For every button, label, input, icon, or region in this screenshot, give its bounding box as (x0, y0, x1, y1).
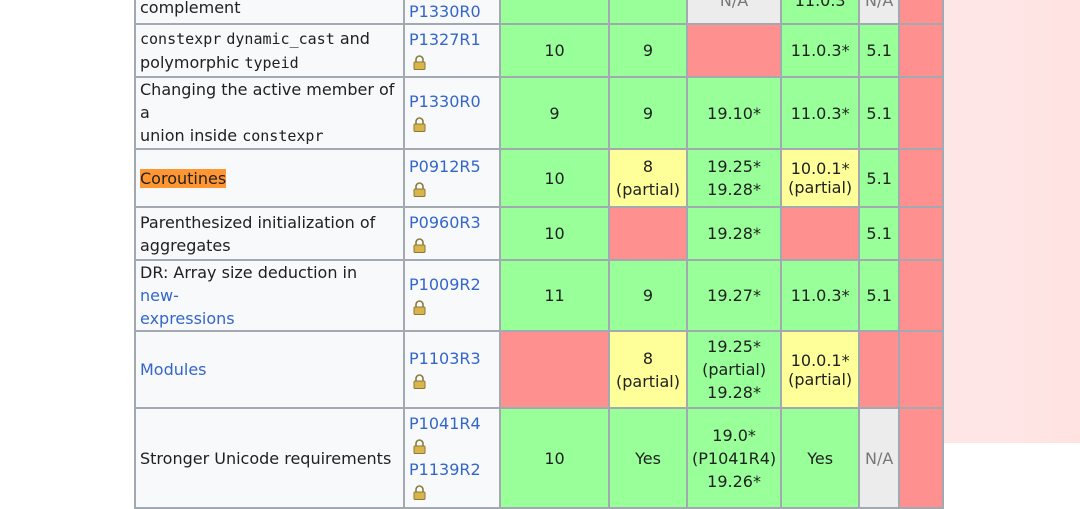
table-row: complement P1330R0 N/A 11.0.3 N/A (134, 0, 945, 25)
paper-link[interactable]: P0960R3 (409, 212, 481, 232)
clang-support: 8 (partial) (608, 148, 688, 208)
paper-cell: P0960R3 (403, 206, 501, 261)
feature-name: Changing the active member of a union ins… (134, 76, 405, 150)
msvc-support: 19.25* 19.28* (685, 148, 783, 208)
feature-name: constexpr dynamic_cast and polymorphic t… (134, 23, 405, 78)
msvc-support: 19.10* (685, 76, 783, 150)
paper-link[interactable]: P1009R2 (409, 274, 481, 294)
paper-cell: P1103R3 (403, 330, 501, 409)
next-compiler-support (898, 206, 945, 261)
edg-support (858, 330, 901, 409)
clang-support (608, 206, 688, 261)
next-compiler-support (898, 76, 945, 150)
gcc-support: 10 (499, 23, 610, 78)
gcc-support: 9 (499, 76, 610, 150)
gcc-support: 10 (499, 407, 610, 509)
feature-link-modules[interactable]: Modules (140, 360, 207, 379)
next-compiler-support (898, 23, 945, 78)
paper-link[interactable]: P1139R2 (409, 460, 481, 479)
gcc-support: 11 (499, 259, 610, 332)
feature-link-coroutines[interactable]: Coroutines (140, 168, 227, 188)
feature-name: Stronger Unicode requirements (134, 407, 405, 509)
next-compiler-support (898, 259, 945, 332)
lock-icon (413, 182, 426, 197)
paper-link[interactable]: P1330R0 (409, 2, 481, 21)
apple-clang-support (780, 206, 861, 261)
clang-support: 9 (608, 259, 688, 332)
paper-cell: P1330R0 (403, 76, 501, 150)
paper-link[interactable]: P1041R4 (409, 414, 481, 433)
paper-link[interactable]: P1327R1 (409, 29, 481, 49)
lock-icon (413, 485, 426, 500)
next-compiler-support (898, 0, 945, 25)
edg-support: 5.1 (858, 259, 901, 332)
paper-cell: P1009R2 (403, 259, 501, 332)
edg-support: 5.1 (858, 23, 901, 78)
table-row: Coroutines P0912R5 10 8 (partial) 19.25* 1… (134, 148, 945, 208)
apple-clang-support: 11.0.3* (780, 259, 861, 332)
msvc-support (685, 23, 783, 78)
msvc-support: N/A (685, 0, 783, 25)
edg-support: N/A (858, 407, 901, 509)
gcc-support (499, 330, 610, 409)
feature-name: complement (134, 0, 405, 25)
feature-name: Parenthesized initialization of aggregate… (134, 206, 405, 261)
lock-icon (413, 439, 426, 454)
edg-support: 5.1 (858, 206, 901, 261)
lock-icon (413, 373, 426, 389)
paper-cell: P1041R4 P1139R2 (403, 407, 501, 509)
clang-support (608, 0, 688, 25)
table-row: Parenthesized initialization of aggregate… (134, 206, 945, 261)
next-compiler-support (898, 407, 945, 509)
msvc-support: 19.27* (685, 259, 783, 332)
table-row: Modules P1103R3 8 (partial) 19.25* (partia… (134, 330, 945, 409)
feature-name: Modules (134, 330, 405, 409)
lock-icon (413, 299, 426, 315)
new-expressions-link[interactable]: new- (140, 286, 179, 305)
gcc-support: 10 (499, 148, 610, 208)
table-row: constexpr dynamic_cast and polymorphic t… (134, 23, 945, 78)
next-compiler-support (898, 330, 945, 409)
table-row: Changing the active member of a union ins… (134, 76, 945, 150)
edg-support: 5.1 (858, 148, 901, 208)
lock-icon (413, 54, 426, 70)
feature-name: DR: Array size deduction in new-expressi… (134, 259, 405, 332)
new-expressions-link[interactable]: expressions (140, 309, 235, 328)
apple-clang-support: 10.0.1* (partial) (780, 330, 861, 409)
apple-clang-support: 11.0.3* (780, 76, 861, 150)
next-compiler-support (898, 148, 945, 208)
table-row: Stronger Unicode requirements P1041R4 P1… (134, 407, 945, 509)
lock-icon (413, 237, 426, 253)
apple-clang-support: 11.0.3 (780, 0, 861, 25)
clang-support: 9 (608, 23, 688, 78)
paper-link[interactable]: P0912R5 (409, 157, 481, 176)
paper-cell: P0912R5 (403, 148, 501, 208)
feature-name: Coroutines (134, 148, 405, 208)
lock-icon (413, 117, 426, 132)
edg-support: 5.1 (858, 76, 901, 150)
clang-support: 9 (608, 76, 688, 150)
paper-cell: P1327R1 (403, 23, 501, 78)
compiler-support-table: complement P1330R0 N/A 11.0.3 N/A conste… (134, 0, 945, 509)
apple-clang-support: Yes (780, 407, 861, 509)
paper-cell: P1330R0 (403, 0, 501, 25)
msvc-support: 19.0* (P1041R4) 19.26* (685, 407, 783, 509)
edg-support: N/A (858, 0, 901, 25)
msvc-support: 19.28* (685, 206, 783, 261)
gcc-support: 10 (499, 206, 610, 261)
apple-clang-support: 11.0.3* (780, 23, 861, 78)
paper-link[interactable]: P1103R3 (409, 348, 481, 368)
faded-right-region (940, 0, 1080, 443)
paper-link[interactable]: P1330R0 (409, 92, 481, 111)
clang-support: Yes (608, 407, 688, 509)
apple-clang-support: 10.0.1* (partial) (780, 148, 861, 208)
msvc-support: 19.25* (partial) 19.28* (685, 330, 783, 409)
gcc-support (499, 0, 610, 25)
clang-support: 8 (partial) (608, 330, 688, 409)
table-row: DR: Array size deduction in new-expressi… (134, 259, 945, 332)
